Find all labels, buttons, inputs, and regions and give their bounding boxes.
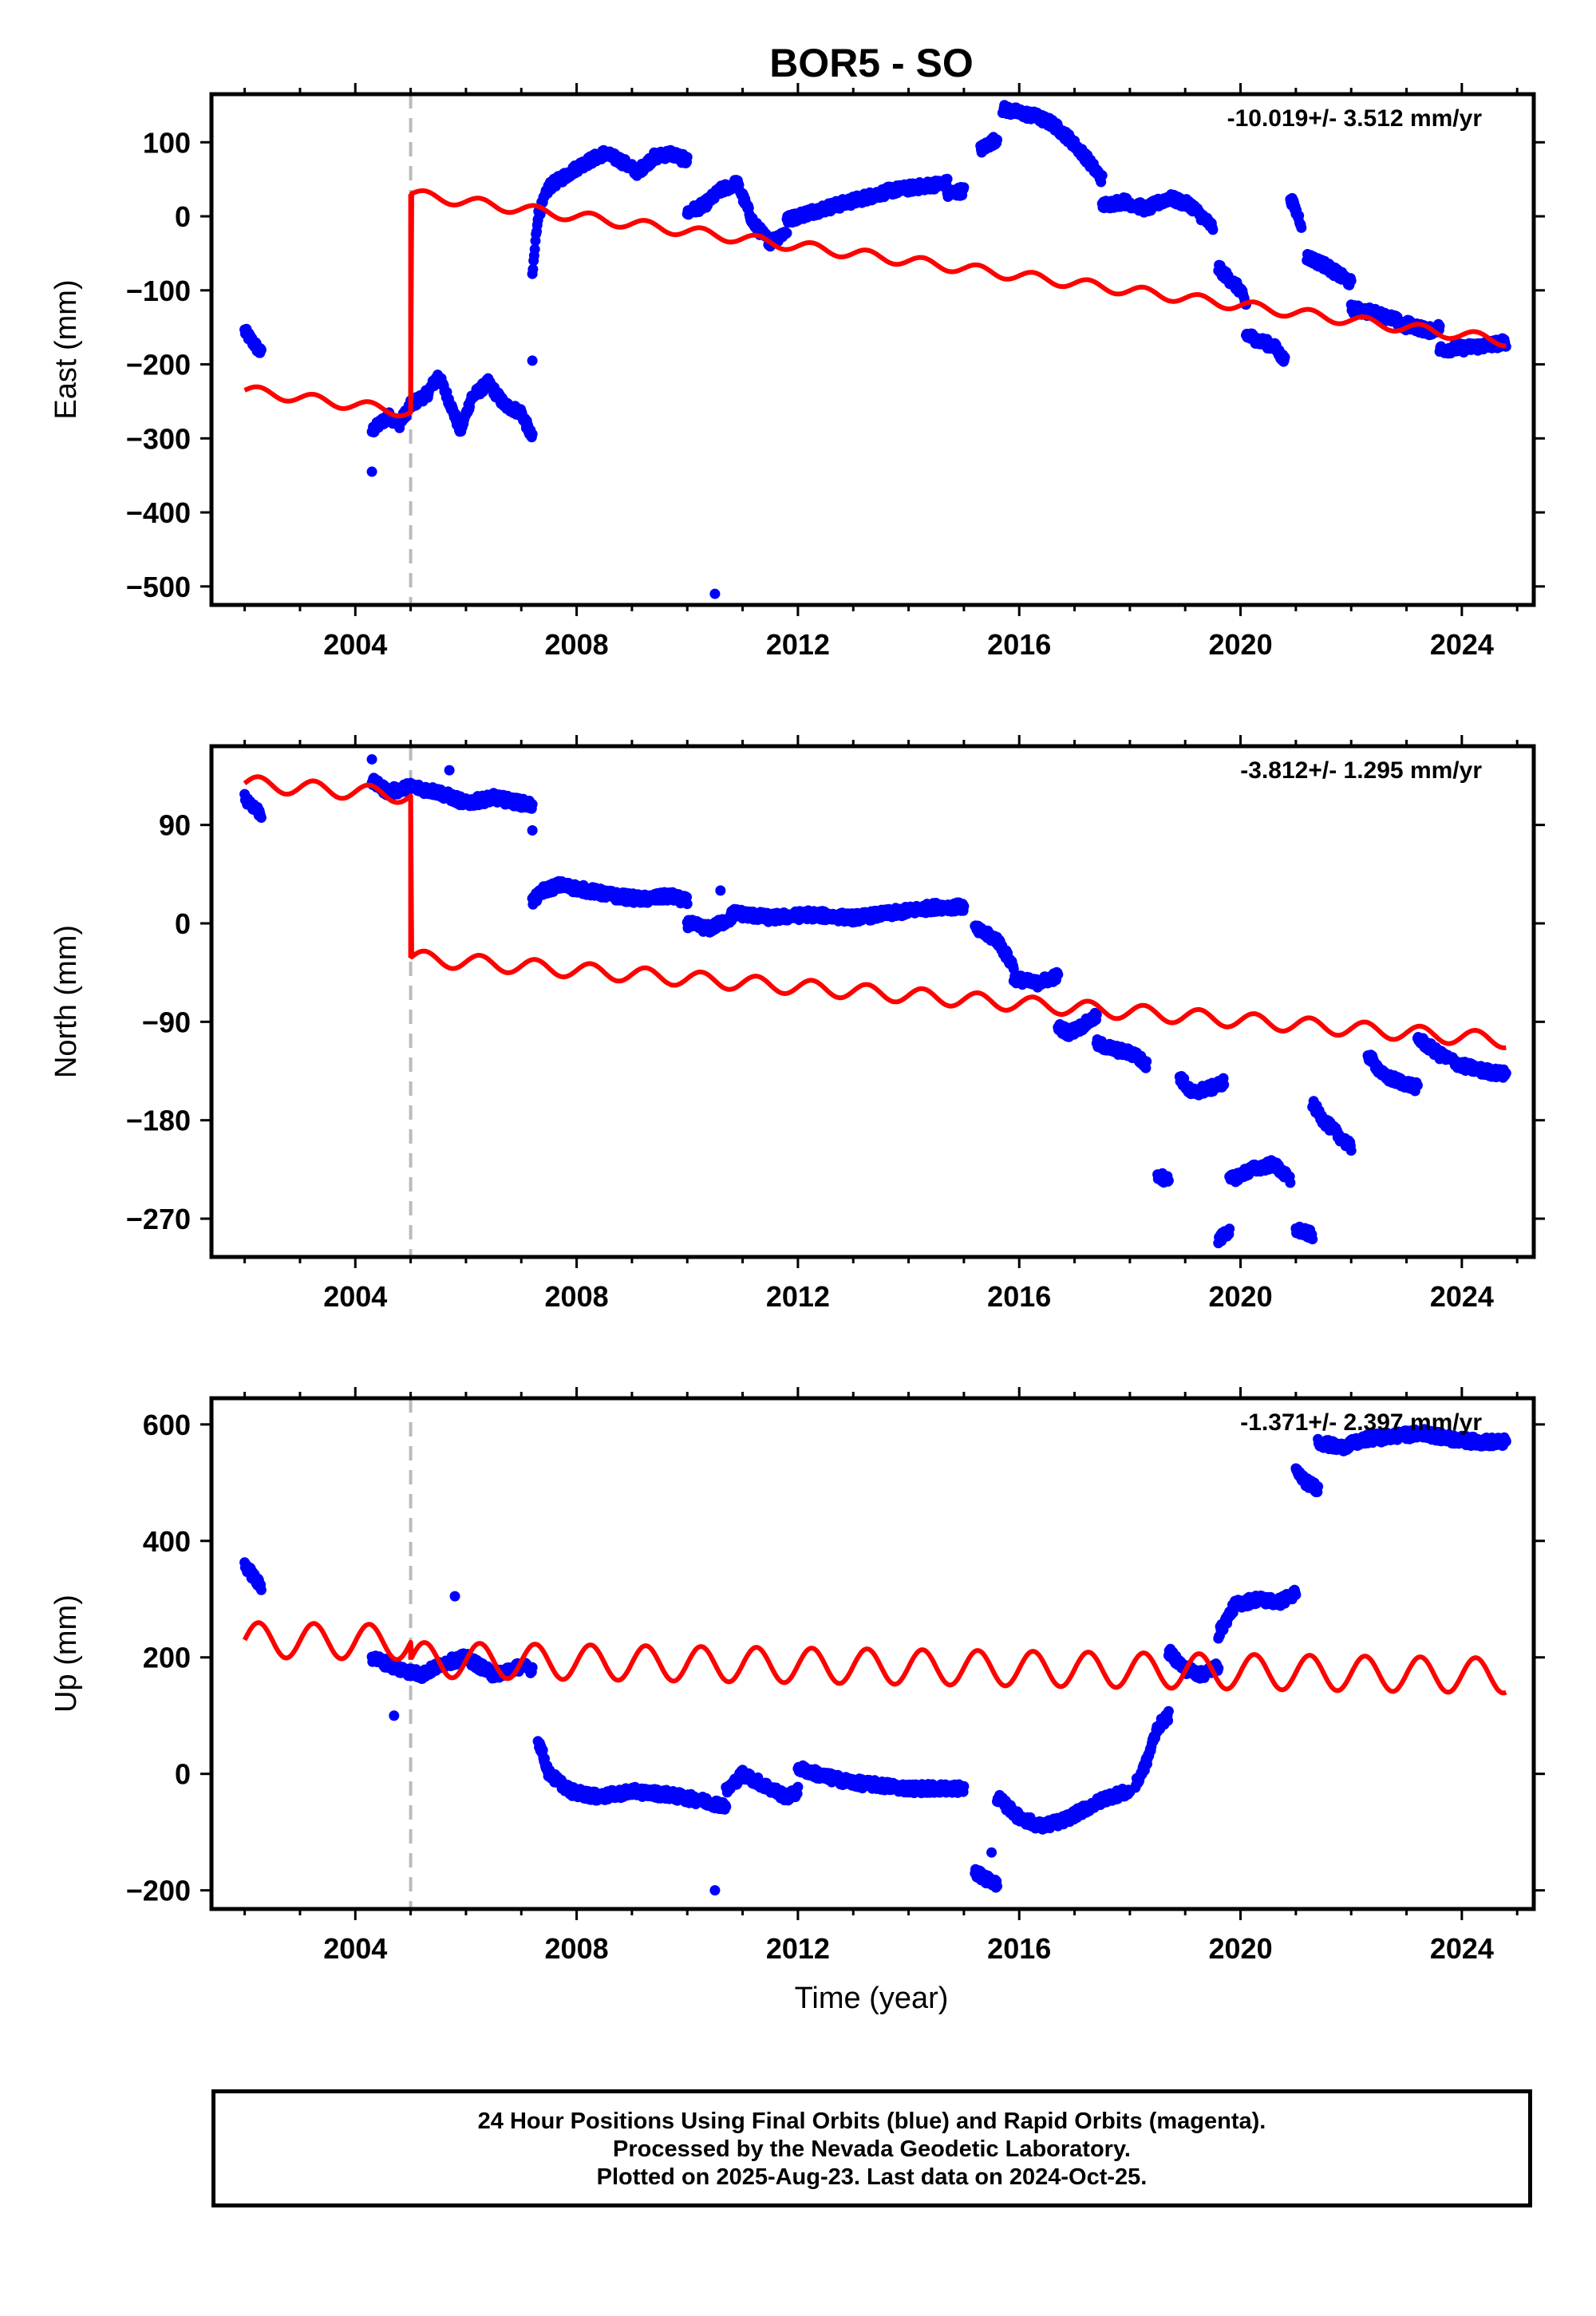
data-point [721,1801,732,1812]
y-tick-label: −500 [126,571,191,603]
y-tick-label: −300 [126,422,191,455]
y-tick-label: −200 [126,349,191,381]
data-point [1096,170,1108,181]
data-point [958,901,970,912]
rate-label: -10.019+/- 3.512 mm/yr [1227,105,1483,132]
data-point [681,899,693,910]
data-point [781,227,792,239]
y-tick-label: −400 [126,496,191,529]
data-point [709,588,721,599]
x-tick-label: 2016 [987,628,1051,661]
data-point [1412,1080,1423,1091]
plot-area-north [239,746,1511,1257]
plot-area-up [239,1398,1511,1909]
data-point [527,799,538,810]
y-axis-label: East (mm) [49,279,83,419]
data-point [1500,1068,1511,1079]
data-point [958,182,970,193]
data-point [958,1780,970,1792]
data-point [527,429,538,440]
data-point [527,263,539,275]
data-point [537,1745,548,1756]
data-point [1163,1175,1174,1186]
y-tick-label: 100 [143,126,191,159]
x-tick-label: 2020 [1209,628,1273,661]
data-point [255,812,267,823]
data-point [444,765,455,776]
model-curve [243,774,1507,1050]
x-tick-label: 2004 [323,1280,387,1313]
data-point [1207,224,1219,235]
y-tick-label: −270 [126,1203,191,1235]
data-point [527,355,538,366]
data-point [1307,1234,1318,1245]
x-tick-label: 2004 [323,628,387,661]
y-tick-label: 90 [159,809,191,842]
x-tick-label: 2020 [1209,1280,1273,1313]
model-curve [243,188,1507,419]
data-point [529,243,540,255]
x-tick-label: 2008 [545,628,609,661]
rate-label: -3.812+/- 1.295 mm/yr [1240,757,1482,784]
data-point [255,1584,267,1595]
chart-title: BOR5 - SO [769,41,974,85]
data-point [1345,275,1357,287]
data-point [1141,1056,1152,1067]
plot-area-east [239,94,1511,605]
data-point [366,753,377,765]
y-tick-label: −90 [142,1006,191,1038]
data-point [992,1881,1002,1891]
x-tick-label: 2012 [766,628,830,661]
panel-up: 2004 2008 2012 2016 2020 20246004002000−200Up… [49,1387,1545,1965]
plot-frame [209,92,1536,607]
data-point [681,152,693,163]
data-point [255,344,267,355]
data-point [366,466,377,477]
data-point [942,173,953,184]
data-point [1345,1145,1357,1156]
y-axis-label: North (mm) [49,925,83,1078]
x-tick-label: 2024 [1430,628,1494,661]
y-tick-label: −100 [126,275,191,307]
data-point [1219,1079,1230,1090]
x-tick-label: 2012 [766,1280,830,1313]
data-point [715,885,726,896]
data-point [992,134,1002,145]
data-point [527,825,538,836]
data-point [792,1781,804,1792]
plot-frame [209,744,1536,1259]
data-point [1224,1223,1235,1235]
data-point [1296,222,1307,233]
data-point [1053,969,1064,980]
x-tick-label: 2016 [987,1280,1051,1313]
x-tick-label: 2024 [1430,1280,1494,1313]
y-tick-label: 0 [175,907,191,940]
data-point [1091,1009,1102,1020]
data-point [527,1662,538,1673]
y-tick-label: −180 [126,1105,191,1137]
panel-north: 2004 2008 2012 2016 2020 2024 90 0 −90 −180 −270 No… [49,735,1545,1313]
panel-east: 2004 2008 2012 2016 2020 2024 100 0 −100 −200 −300… [49,83,1545,661]
data-point [1285,1177,1296,1188]
data-point [1279,352,1290,363]
x-tick-label: 2008 [545,1280,609,1313]
data-point [1434,321,1445,331]
y-tick-label: 0 [175,200,191,233]
